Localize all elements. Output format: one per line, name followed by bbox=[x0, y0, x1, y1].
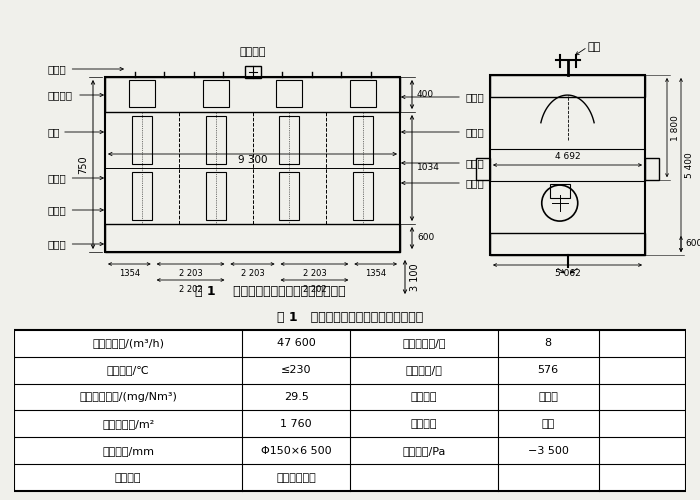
Text: 2 203: 2 203 bbox=[241, 269, 265, 278]
Text: 29.5: 29.5 bbox=[284, 392, 309, 402]
Text: ≤230: ≤230 bbox=[281, 365, 312, 375]
Text: 3 100: 3 100 bbox=[410, 263, 420, 291]
Bar bbox=[490, 233, 645, 255]
Text: 处理烟气量/(m³/h): 处理烟气量/(m³/h) bbox=[92, 338, 164, 348]
Text: 1 760: 1 760 bbox=[281, 419, 312, 429]
Bar bbox=[350, 80, 376, 107]
Bar bbox=[206, 116, 225, 164]
Text: 5 062: 5 062 bbox=[554, 269, 580, 278]
Text: 进气口: 进气口 bbox=[47, 239, 66, 249]
Text: 400: 400 bbox=[417, 90, 434, 99]
Text: −3 500: −3 500 bbox=[528, 446, 568, 456]
Text: 清灰方式: 清灰方式 bbox=[411, 392, 438, 402]
Bar bbox=[550, 184, 570, 198]
Bar bbox=[202, 80, 229, 107]
Text: 2 202: 2 202 bbox=[302, 285, 326, 294]
Text: 出风道: 出风道 bbox=[465, 127, 484, 137]
Text: 反吹风: 反吹风 bbox=[538, 392, 558, 402]
Bar bbox=[206, 172, 225, 220]
Text: 进风道: 进风道 bbox=[47, 205, 66, 215]
Bar bbox=[276, 80, 302, 107]
Bar bbox=[105, 77, 400, 112]
Bar bbox=[244, 66, 260, 78]
Bar bbox=[490, 75, 645, 255]
Text: 4 692: 4 692 bbox=[554, 152, 580, 161]
Bar bbox=[490, 75, 645, 97]
Text: 过滤方式: 过滤方式 bbox=[411, 419, 438, 429]
Text: 1354: 1354 bbox=[365, 269, 386, 278]
Bar bbox=[129, 80, 155, 107]
Bar bbox=[132, 116, 152, 164]
Text: 反吹风机: 反吹风机 bbox=[239, 47, 266, 57]
Text: 室隔板: 室隔板 bbox=[465, 178, 484, 188]
Text: 滤袋: 滤袋 bbox=[587, 42, 601, 52]
Text: 玻纤覆膜滤布: 玻纤覆膜滤布 bbox=[276, 472, 316, 482]
Text: 出口排放浓度/(mg/Nm³): 出口排放浓度/(mg/Nm³) bbox=[79, 392, 177, 402]
Text: 滤袋数量/条: 滤袋数量/条 bbox=[405, 365, 442, 375]
Bar bbox=[105, 224, 400, 252]
Text: 除尘器室数/个: 除尘器室数/个 bbox=[402, 338, 446, 348]
Text: 600: 600 bbox=[685, 240, 700, 248]
Bar bbox=[476, 158, 490, 180]
Text: 9 300: 9 300 bbox=[238, 155, 267, 165]
Text: 反吹风道: 反吹风道 bbox=[47, 90, 72, 100]
Text: 提升阀: 提升阀 bbox=[47, 64, 66, 74]
Text: 检修门: 检修门 bbox=[47, 173, 66, 183]
Bar bbox=[353, 116, 373, 164]
Text: 出气口: 出气口 bbox=[465, 92, 484, 102]
Text: 1354: 1354 bbox=[119, 269, 140, 278]
Text: 750: 750 bbox=[78, 155, 88, 174]
Text: 总过滤面积/m²: 总过滤面积/m² bbox=[102, 419, 155, 429]
Text: 1 800: 1 800 bbox=[671, 114, 680, 140]
Text: 2 203: 2 203 bbox=[302, 269, 326, 278]
Bar bbox=[279, 172, 300, 220]
Text: Φ150×6 500: Φ150×6 500 bbox=[261, 446, 332, 456]
Text: 烟气温度/℃: 烟气温度/℃ bbox=[107, 365, 150, 375]
Text: 内滤: 内滤 bbox=[542, 419, 555, 429]
Text: 2 203: 2 203 bbox=[178, 269, 202, 278]
Text: 2 202: 2 202 bbox=[178, 285, 202, 294]
Text: 1034: 1034 bbox=[417, 164, 440, 172]
Text: 576: 576 bbox=[538, 365, 559, 375]
Text: 表 1   改造后烘干机袋除尘器的技术参数: 表 1 改造后烘干机袋除尘器的技术参数 bbox=[277, 310, 423, 324]
Text: 5 400: 5 400 bbox=[685, 152, 694, 178]
Text: 允许耐压/Pa: 允许耐压/Pa bbox=[402, 446, 446, 456]
Bar bbox=[132, 172, 152, 220]
Text: 47 600: 47 600 bbox=[277, 338, 316, 348]
Text: 中隔板: 中隔板 bbox=[465, 158, 484, 168]
Bar bbox=[645, 158, 659, 180]
Bar bbox=[353, 172, 373, 220]
Text: 600: 600 bbox=[417, 234, 434, 242]
Bar bbox=[279, 116, 300, 164]
Text: 袋室: 袋室 bbox=[47, 127, 60, 137]
Text: 8: 8 bbox=[545, 338, 552, 348]
Text: 滤袋规格/mm: 滤袋规格/mm bbox=[102, 446, 154, 456]
Text: 图 1    改造后的烘干机袋除尘器结构示意: 图 1 改造后的烘干机袋除尘器结构示意 bbox=[195, 285, 345, 298]
Bar bbox=[105, 77, 400, 252]
Text: 滤袋材质: 滤袋材质 bbox=[115, 472, 141, 482]
Bar bbox=[14, 330, 686, 491]
